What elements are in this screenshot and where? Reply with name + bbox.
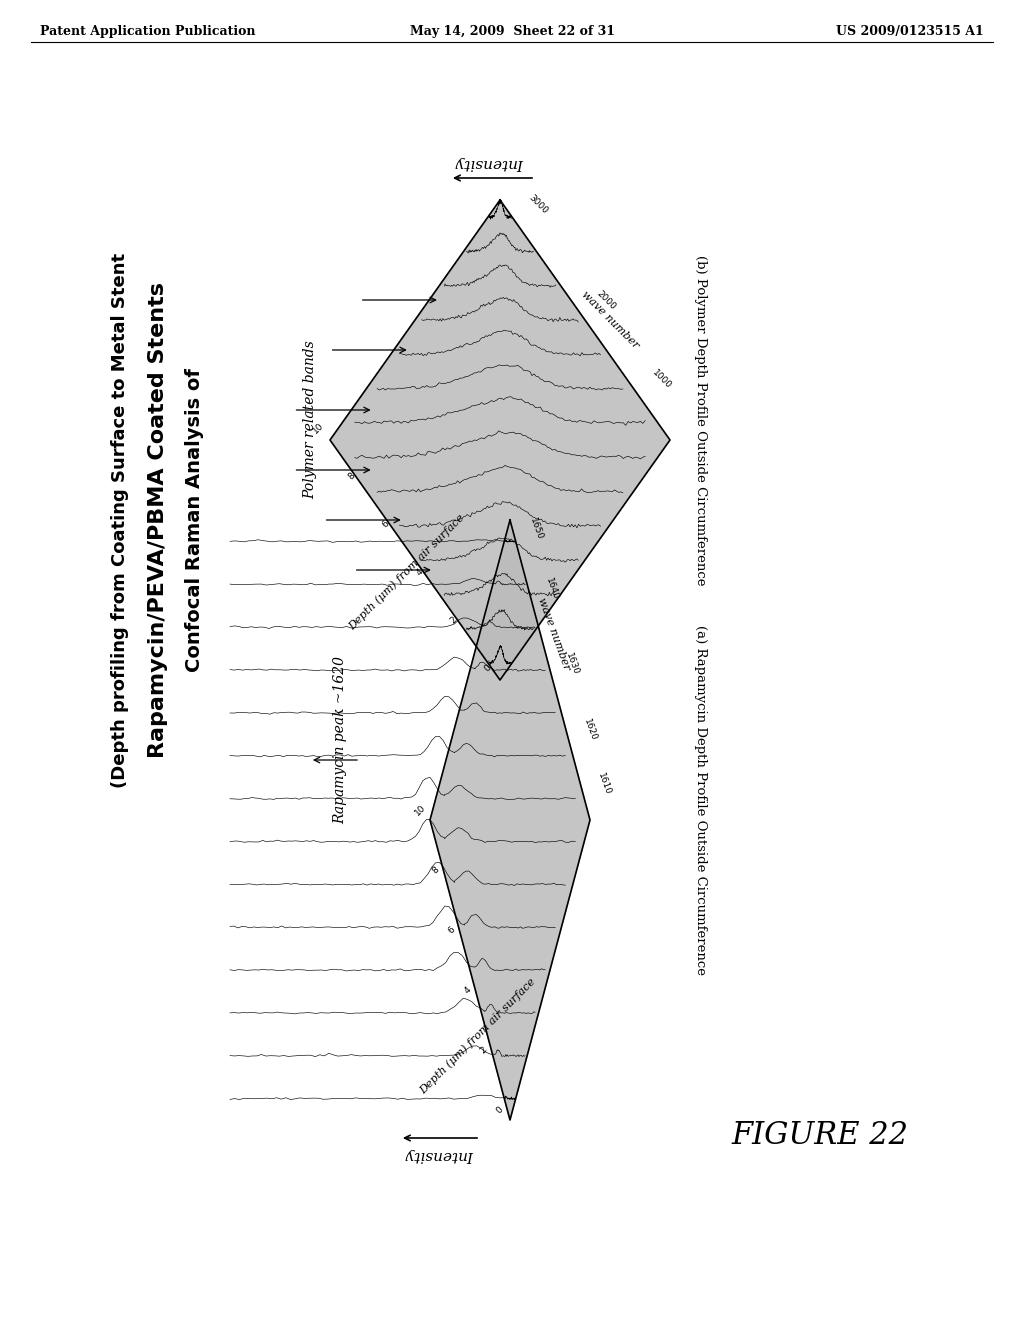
Text: wave number: wave number <box>537 597 571 672</box>
Text: (Depth profiling from Coating Surface to Metal Stent: (Depth profiling from Coating Surface to… <box>111 252 129 788</box>
Text: 8: 8 <box>347 471 357 482</box>
Text: Confocal Raman Analysis of: Confocal Raman Analysis of <box>185 368 205 672</box>
Text: Intensity: Intensity <box>456 156 524 170</box>
Text: FIGURE 22: FIGURE 22 <box>731 1119 908 1151</box>
Text: 1630: 1630 <box>564 652 581 676</box>
Text: US 2009/0123515 A1: US 2009/0123515 A1 <box>837 25 984 38</box>
Text: 1650: 1650 <box>528 516 545 541</box>
Text: 10: 10 <box>413 803 427 817</box>
Text: 3000: 3000 <box>526 193 549 215</box>
Text: Polymer related bands: Polymer related bands <box>303 341 317 499</box>
Text: 4: 4 <box>415 566 425 577</box>
Text: Depth (μm) from air surface: Depth (μm) from air surface <box>418 975 538 1096</box>
Text: 4: 4 <box>463 985 473 995</box>
Text: 2: 2 <box>479 1045 489 1055</box>
Text: (b) Polymer Depth Profile Outside Circumference: (b) Polymer Depth Profile Outside Circum… <box>693 255 707 585</box>
Text: 1620: 1620 <box>582 718 598 742</box>
Text: May 14, 2009  Sheet 22 of 31: May 14, 2009 Sheet 22 of 31 <box>410 25 614 38</box>
Text: 6: 6 <box>381 519 391 529</box>
Polygon shape <box>330 201 670 680</box>
Text: wave number: wave number <box>580 289 641 351</box>
Text: Rapamycin peak ~1620: Rapamycin peak ~1620 <box>333 656 347 824</box>
Text: 0: 0 <box>482 663 494 673</box>
Text: Rapamycin/PEVA/PBMA Coated Stents: Rapamycin/PEVA/PBMA Coated Stents <box>148 282 168 758</box>
Text: 0: 0 <box>495 1105 505 1115</box>
Text: 1000: 1000 <box>650 368 673 391</box>
Polygon shape <box>430 520 590 1119</box>
Text: Intensity: Intensity <box>406 1148 474 1162</box>
Text: 1640: 1640 <box>544 577 560 602</box>
Text: 1610: 1610 <box>596 772 612 796</box>
Text: 6: 6 <box>446 925 457 935</box>
Text: 8: 8 <box>431 865 441 875</box>
Text: Depth (μm) from air surface: Depth (μm) from air surface <box>346 512 466 632</box>
Text: 2000: 2000 <box>595 289 617 312</box>
Text: (a) Rapamycin Depth Profile Outside Circumference: (a) Rapamycin Depth Profile Outside Circ… <box>693 624 707 975</box>
Text: Patent Application Publication: Patent Application Publication <box>40 25 256 38</box>
Text: 2: 2 <box>449 615 459 626</box>
Text: 10: 10 <box>310 421 326 436</box>
